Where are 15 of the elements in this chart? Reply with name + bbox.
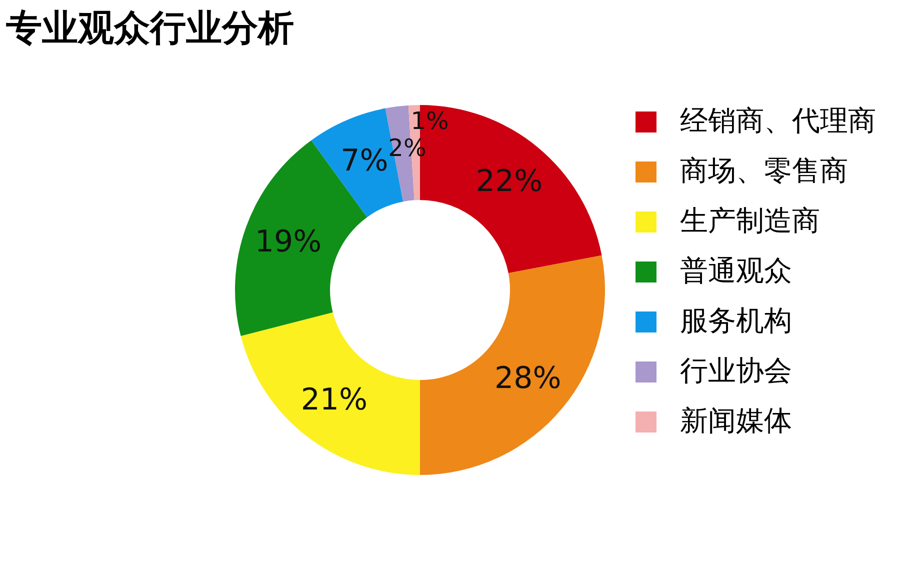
- data-label: 7%: [340, 144, 388, 179]
- donut-slice: [420, 255, 605, 475]
- legend-label: 新闻媒体: [680, 404, 792, 437]
- data-label: 22%: [476, 164, 543, 200]
- legend-label: 普通观众: [680, 254, 792, 287]
- legend-label: 经销商、代理商: [680, 104, 876, 137]
- legend-label: 商场、零售商: [680, 154, 848, 187]
- legend-label: 行业协会: [680, 354, 792, 387]
- legend-label: 生产制造商: [680, 204, 820, 237]
- data-label: 21%: [300, 382, 368, 418]
- legend-label: 服务机构: [680, 304, 792, 337]
- donut-slice: [240, 312, 420, 475]
- chart-title: 专业观众行业分析: [5, 7, 295, 51]
- data-label: 19%: [254, 224, 322, 260]
- data-label: 28%: [494, 361, 562, 396]
